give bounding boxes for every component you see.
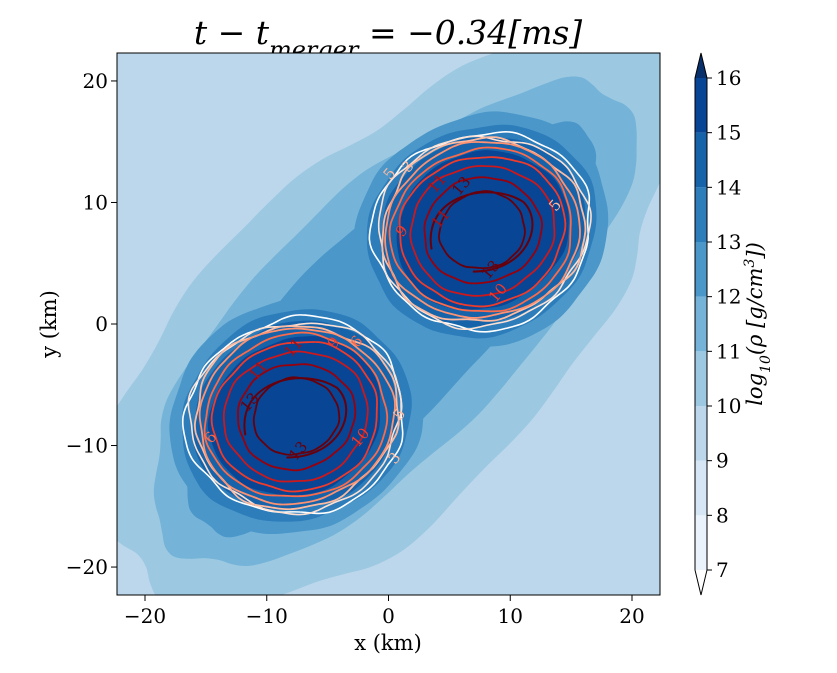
x-tick-label-4: 20 bbox=[619, 604, 644, 628]
y-axis-label: y (km) bbox=[37, 290, 61, 359]
x-tick-label-2: 0 bbox=[382, 604, 395, 628]
colorbar-tick-label-9: 16 bbox=[716, 66, 741, 90]
y-axis: −20 −10 0 10 20 bbox=[66, 69, 117, 579]
colorbar-band-12 bbox=[695, 242, 707, 297]
star-1-overlay-contour-8 bbox=[423, 176, 544, 285]
star-1-core-contour bbox=[429, 191, 534, 273]
colorbar-tick-label-4: 11 bbox=[716, 339, 741, 363]
colorbar-band-13 bbox=[695, 187, 707, 242]
colorbar-band-9 bbox=[695, 406, 707, 461]
y-tick-label-0: −20 bbox=[66, 555, 108, 579]
star-2-density-level-15 bbox=[207, 336, 381, 496]
y-tick-label-4: 20 bbox=[83, 69, 108, 93]
star-2-overlay-contour-6 bbox=[210, 341, 378, 493]
star-2-overlay-contour-4 bbox=[198, 327, 396, 506]
star-2-overlay-contour-8 bbox=[237, 363, 357, 472]
colorbar-tick-label-1: 8 bbox=[716, 503, 729, 527]
colorbar-tick-label-5: 12 bbox=[716, 285, 741, 309]
colorbar-tick-label-3: 10 bbox=[716, 394, 741, 418]
colorbar-band-7 bbox=[695, 515, 707, 570]
star-1-overlay-contour-1 bbox=[368, 130, 591, 333]
colorbar-tick-label-6: 13 bbox=[716, 230, 741, 254]
overlay-contour-lines bbox=[181, 130, 592, 516]
colorbar-band-10 bbox=[695, 351, 707, 406]
x-tick-label-3: 10 bbox=[498, 604, 523, 628]
star-2-core-contour bbox=[243, 377, 348, 459]
colorbar-extend-bottom bbox=[695, 570, 707, 595]
x-axis: −20 −10 0 10 20 bbox=[124, 595, 645, 628]
chart-title: t − tmerger = −0.34[ms] bbox=[194, 13, 582, 64]
star-1-overlay-contour-7 bbox=[409, 165, 556, 297]
colorbar-band-14 bbox=[695, 132, 707, 188]
star-2-overlay-contour-1 bbox=[181, 314, 404, 515]
y-tick-label-1: −10 bbox=[66, 434, 108, 458]
colorbar: 7 8 9 10 11 12 13 14 15 16 bbox=[694, 52, 741, 596]
x-tick-label-0: −20 bbox=[124, 604, 166, 628]
star-1-overlay-contour-6 bbox=[398, 156, 567, 308]
colorbar-band-8 bbox=[695, 460, 707, 516]
y-tick-label-3: 10 bbox=[83, 190, 108, 214]
colorbar-label: log10(ρ [g/cm3]) bbox=[742, 242, 774, 406]
star-1-overlay-contour-4 bbox=[384, 141, 581, 319]
star-1-overlay-contour-5 bbox=[388, 146, 572, 313]
y-tick-label-2: 0 bbox=[95, 312, 108, 336]
colorbar-tick-label-0: 7 bbox=[716, 558, 729, 582]
star-2-overlay-contour-5 bbox=[203, 331, 389, 498]
x-tick-label-1: −10 bbox=[246, 604, 288, 628]
colorbar-tick-label-7: 14 bbox=[716, 175, 741, 199]
colorbar-tick-label-8: 15 bbox=[716, 121, 741, 145]
x-axis-label: x (km) bbox=[354, 631, 422, 655]
colorbar-band-15 bbox=[695, 78, 707, 133]
colorbar-tick-label-2: 9 bbox=[716, 449, 729, 473]
star-2-overlay-contour-2 bbox=[187, 322, 403, 516]
colorbar-extend-top bbox=[695, 53, 707, 78]
colorbar-band-11 bbox=[695, 296, 707, 352]
star-2-overlay-contour-7 bbox=[222, 350, 369, 483]
